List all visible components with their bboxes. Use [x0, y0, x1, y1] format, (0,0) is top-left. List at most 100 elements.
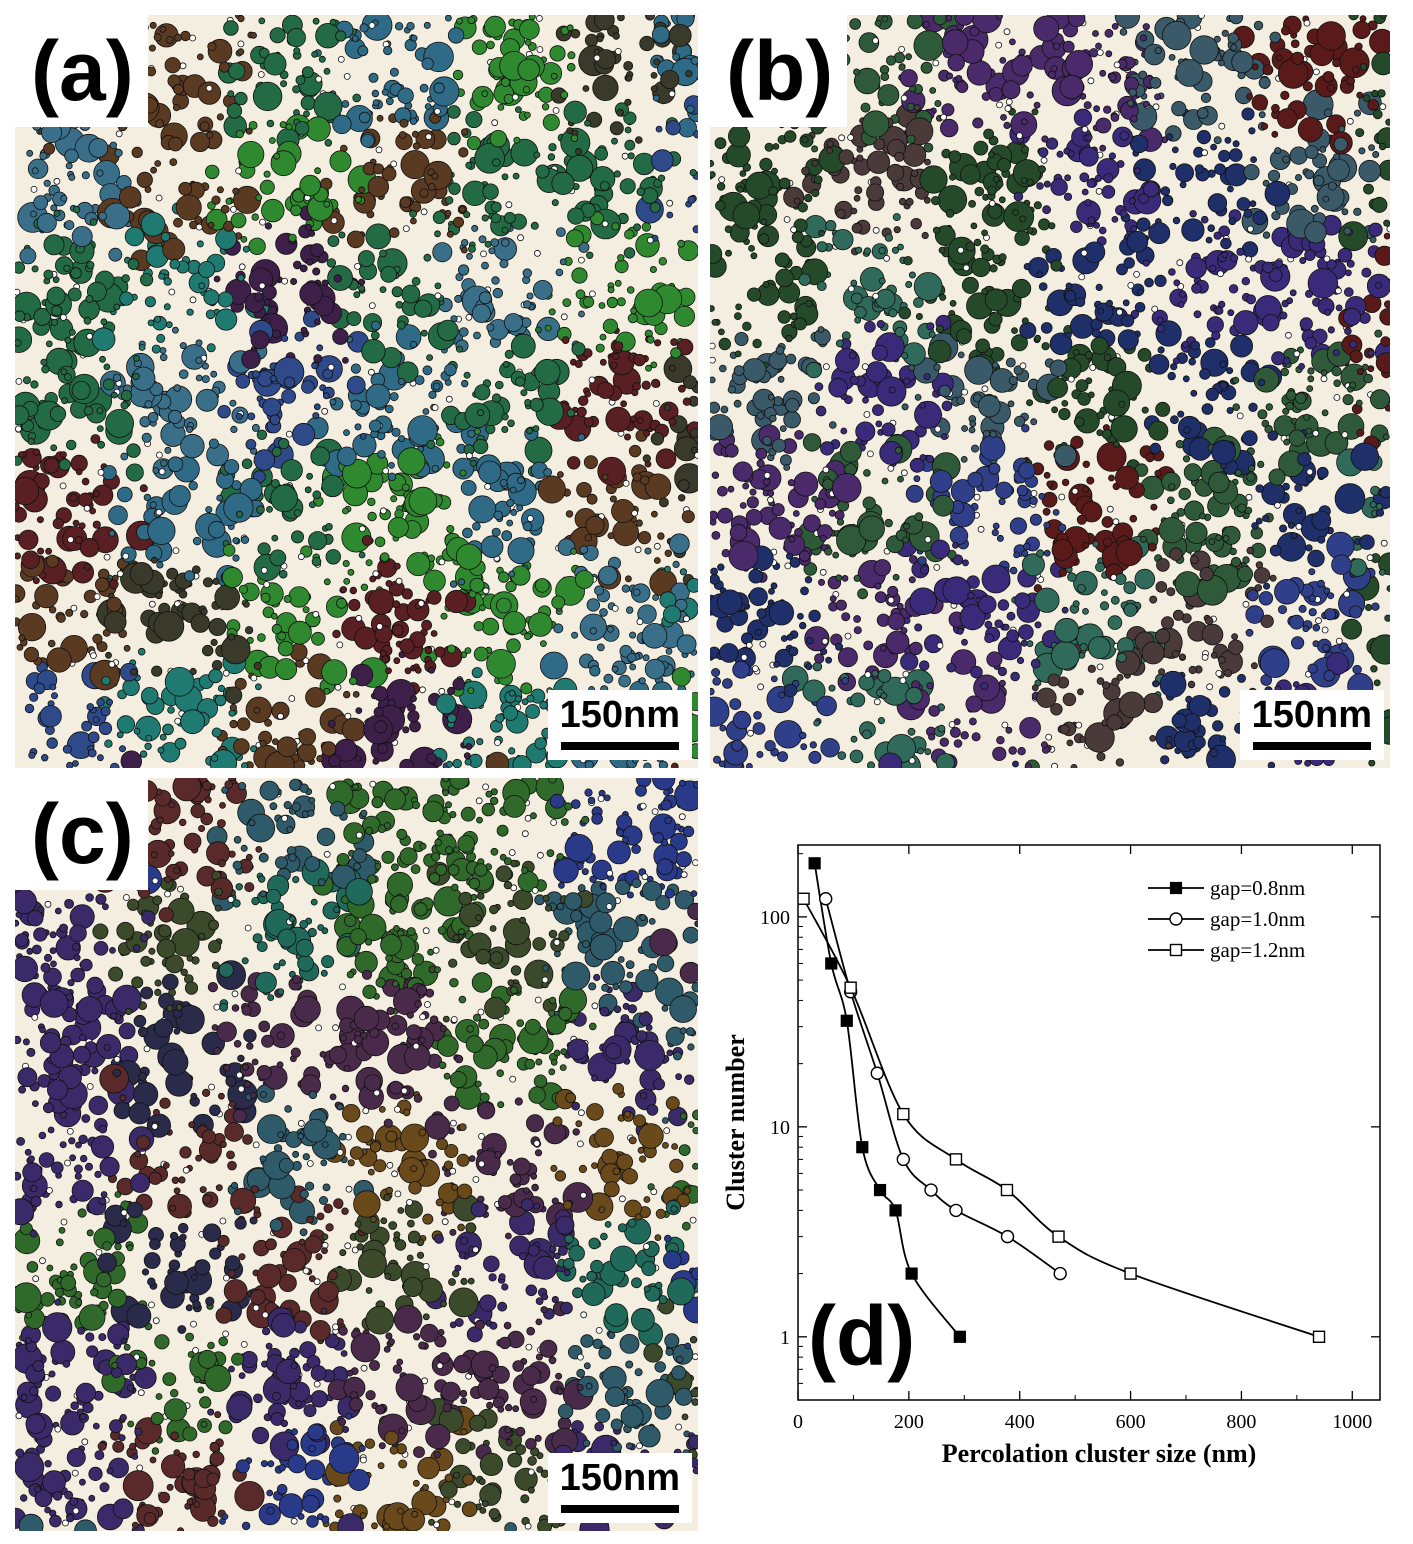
particle	[1353, 207, 1362, 216]
particle	[570, 134, 579, 142]
particle	[1179, 290, 1187, 298]
particle	[155, 451, 163, 459]
particle	[195, 339, 203, 347]
particle	[1156, 324, 1165, 333]
particle	[308, 531, 328, 551]
particle	[226, 103, 243, 119]
particle	[322, 368, 334, 380]
particle	[909, 587, 938, 616]
particle	[65, 608, 74, 617]
particle	[460, 128, 469, 136]
particle	[230, 425, 238, 433]
particle	[1169, 547, 1183, 561]
particle	[764, 740, 776, 752]
particle	[1205, 236, 1213, 244]
particle	[1020, 177, 1028, 184]
particle	[599, 180, 610, 191]
particle	[308, 501, 316, 509]
particle	[1059, 724, 1070, 735]
particle	[186, 308, 194, 316]
particle	[1383, 232, 1390, 240]
particle	[203, 289, 220, 306]
particle	[426, 590, 442, 605]
particle	[1231, 633, 1238, 640]
particle	[849, 375, 859, 385]
particle	[1101, 516, 1114, 528]
particle	[256, 429, 268, 441]
particle	[1005, 98, 1013, 106]
particle	[51, 305, 63, 317]
particle	[1092, 540, 1100, 548]
particle	[933, 363, 941, 371]
particle	[434, 292, 442, 300]
particle	[341, 100, 350, 108]
particle	[463, 371, 471, 379]
particle	[835, 208, 846, 219]
particle	[1274, 578, 1300, 605]
particle	[953, 739, 963, 748]
particle	[960, 455, 968, 463]
particle	[85, 294, 94, 303]
particle	[1187, 680, 1196, 689]
particle	[486, 323, 495, 332]
particle	[178, 589, 188, 599]
particle	[310, 446, 331, 467]
particle	[1364, 603, 1373, 612]
particle	[409, 117, 418, 125]
particle	[351, 35, 359, 43]
particle	[894, 326, 906, 338]
particle	[949, 299, 957, 307]
particle	[69, 328, 76, 336]
particle	[155, 119, 165, 129]
particle	[798, 550, 811, 562]
particle	[1013, 551, 1021, 559]
particle	[1054, 444, 1077, 468]
particle	[446, 686, 456, 696]
particle	[31, 167, 39, 175]
particle	[390, 160, 398, 168]
particle	[83, 504, 91, 512]
particle	[1179, 181, 1187, 189]
particle	[467, 16, 476, 25]
particle	[1199, 368, 1211, 380]
particle	[597, 456, 626, 486]
particle	[644, 460, 652, 468]
particle	[887, 596, 895, 604]
particle	[783, 130, 797, 143]
particle	[909, 555, 918, 564]
particle	[526, 427, 533, 435]
particle	[1215, 306, 1224, 315]
particle	[947, 54, 965, 72]
particle	[1230, 556, 1242, 568]
particle	[794, 429, 804, 440]
particle	[1049, 359, 1068, 377]
particle	[566, 408, 576, 418]
particle	[375, 146, 383, 154]
particle	[299, 282, 323, 306]
particle	[1016, 132, 1023, 139]
particle	[36, 212, 57, 233]
particle	[147, 319, 155, 327]
particle	[854, 306, 867, 319]
particle	[410, 695, 417, 703]
particle	[1248, 127, 1256, 135]
particle	[462, 527, 473, 539]
particle	[131, 146, 143, 158]
particle	[116, 715, 136, 734]
particle	[223, 459, 240, 475]
particle	[263, 581, 271, 588]
particle	[609, 121, 624, 136]
particle	[711, 471, 720, 479]
particle	[519, 19, 540, 40]
particle	[178, 369, 189, 380]
particle	[838, 134, 846, 142]
particle	[576, 481, 592, 498]
particle	[407, 710, 420, 723]
particle	[341, 356, 349, 364]
particle	[257, 633, 266, 642]
particle	[575, 570, 594, 589]
panel-a-label: (a)	[15, 15, 148, 127]
particle	[31, 265, 39, 273]
particle	[352, 93, 362, 103]
particle	[914, 400, 942, 429]
